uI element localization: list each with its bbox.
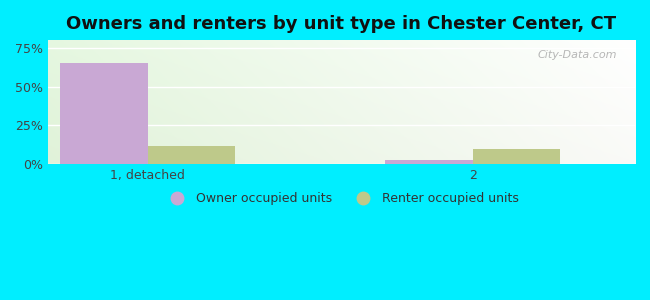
Bar: [60, 63, 148, 164]
Bar: [148, 146, 235, 164]
Text: City-Data.com: City-Data.com: [538, 50, 617, 60]
Bar: [385, 160, 473, 164]
Bar: [473, 149, 560, 164]
Legend: Owner occupied units, Renter occupied units: Owner occupied units, Renter occupied un…: [159, 187, 523, 210]
Title: Owners and renters by unit type in Chester Center, CT: Owners and renters by unit type in Chest…: [66, 15, 616, 33]
